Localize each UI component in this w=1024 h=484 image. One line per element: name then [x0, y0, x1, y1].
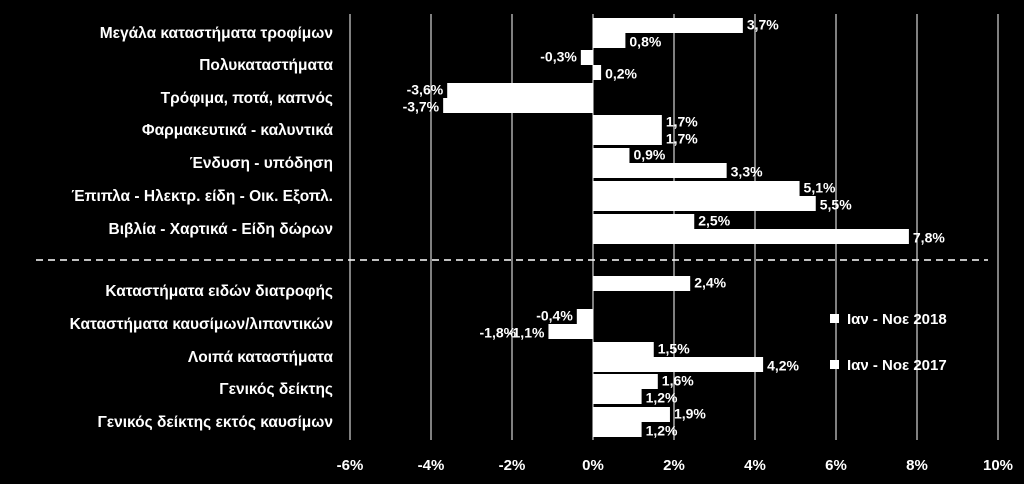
data-label: 1,2%: [646, 390, 678, 406]
legend-label: Ιαν - Νοε 2017: [847, 357, 947, 374]
data-label: 0,8%: [629, 34, 661, 50]
bar: [593, 214, 695, 229]
legend-swatch: [830, 314, 839, 323]
x-tick-label: -6%: [337, 457, 364, 474]
x-tick-label: -4%: [418, 457, 445, 474]
data-label: 1,6%: [662, 373, 694, 389]
data-label: 0,9%: [633, 147, 665, 163]
bar: [593, 229, 909, 244]
data-label: -3,6%: [407, 82, 444, 98]
bar: [593, 65, 602, 80]
data-label: -1,8%: [480, 325, 517, 341]
data-label: 5,1%: [804, 180, 836, 196]
bar: [447, 83, 593, 98]
category-label: Καταστήματα καυσίμων/λιπαντικών: [70, 316, 333, 333]
bar: [443, 98, 593, 113]
data-label: 1,7%: [666, 114, 698, 130]
data-label: 2,4%: [694, 275, 726, 291]
category-label: Βιβλία - Χαρτικά - Είδη δώρων: [109, 221, 334, 238]
data-label: 1,5%: [658, 341, 690, 357]
category-label: Πολυκαταστήματα: [199, 57, 333, 74]
x-tick-label: 4%: [744, 457, 766, 474]
bar: [593, 342, 654, 357]
bar: [593, 181, 800, 196]
x-tick-label: 0%: [582, 457, 604, 474]
legend-label: Ιαν - Νοε 2018: [847, 311, 947, 328]
bar: [593, 407, 670, 422]
data-label: 5,5%: [820, 197, 852, 213]
bar: [593, 115, 662, 130]
x-tick-label: 6%: [825, 457, 847, 474]
data-label: -1,1%: [508, 325, 545, 341]
data-label: 0,2%: [605, 66, 637, 82]
legend-swatch: [830, 360, 839, 369]
category-label: Γενικός δείκτης εκτός καυσίμων: [97, 414, 333, 431]
bar: [593, 389, 642, 404]
bar: [593, 422, 642, 437]
bar: [593, 18, 743, 33]
bar: [593, 130, 662, 145]
category-label: Γενικός δείκτης: [219, 381, 333, 398]
data-label: -0,4%: [536, 308, 573, 324]
category-label: Ένδυση - υπόδηση: [190, 155, 333, 172]
data-label: 1,7%: [666, 131, 698, 147]
x-tick-label: 8%: [906, 457, 928, 474]
data-label: 1,2%: [646, 423, 678, 439]
x-tick-label: 10%: [983, 457, 1013, 474]
bar: [576, 309, 593, 324]
bar: [593, 357, 764, 372]
category-label: Τρόφιμα, ποτά, καπνός: [161, 90, 333, 107]
category-label: Λοιπά καταστήματα: [188, 349, 334, 366]
category-label: Καταστήματα ειδών διατροφής: [105, 283, 333, 300]
category-label: Φαρμακευτικά - καλυντικά: [142, 122, 334, 139]
bar: [593, 148, 630, 163]
bar: [593, 196, 816, 211]
data-label: -0,3%: [540, 49, 577, 65]
data-label: 1,9%: [674, 406, 706, 422]
bar: [593, 33, 626, 48]
data-label: 7,8%: [913, 230, 945, 246]
bar: [593, 276, 691, 291]
category-label: Μεγάλα καταστήματα τροφίμων: [100, 25, 333, 42]
x-tick-label: 2%: [663, 457, 685, 474]
data-label: 2,5%: [698, 213, 730, 229]
data-label: -3,7%: [403, 99, 440, 115]
bar: [580, 50, 593, 65]
x-tick-label: -2%: [499, 457, 526, 474]
data-label: 4,2%: [767, 358, 799, 374]
bar: [593, 163, 727, 178]
bar: [548, 324, 593, 339]
bar: [593, 374, 658, 389]
data-label: 3,7%: [747, 17, 779, 33]
category-label: Έπιπλα - Ηλεκτρ. είδη - Οικ. Εξοπλ.: [71, 188, 333, 205]
data-label: 3,3%: [731, 164, 763, 180]
